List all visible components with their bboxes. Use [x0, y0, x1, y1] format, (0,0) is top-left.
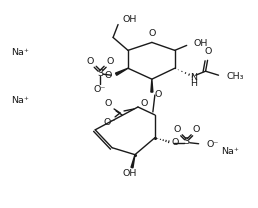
Text: O: O [172, 138, 179, 147]
Text: O: O [106, 57, 114, 66]
Text: O: O [104, 99, 112, 109]
Text: O: O [86, 57, 94, 66]
Text: N: N [190, 73, 197, 82]
Text: Na⁺: Na⁺ [222, 147, 239, 156]
Text: O: O [205, 47, 212, 56]
Polygon shape [116, 68, 128, 75]
Text: OH: OH [122, 15, 136, 24]
Text: Na⁺: Na⁺ [11, 48, 29, 57]
Text: O⁻: O⁻ [104, 118, 116, 127]
Text: O⁻: O⁻ [207, 140, 219, 149]
Text: Na⁺: Na⁺ [11, 95, 29, 105]
Text: O: O [141, 99, 148, 109]
Text: O: O [193, 125, 200, 134]
Polygon shape [151, 79, 153, 92]
Text: CH₃: CH₃ [227, 72, 244, 81]
Text: O: O [155, 90, 162, 99]
Text: O: O [105, 71, 112, 80]
Text: O: O [173, 125, 180, 134]
Text: OH: OH [194, 39, 208, 48]
Polygon shape [131, 155, 135, 168]
Text: H: H [190, 79, 197, 88]
Text: S: S [97, 69, 103, 78]
Text: O⁻: O⁻ [94, 85, 106, 94]
Text: O: O [148, 30, 156, 38]
Text: OH: OH [123, 169, 137, 178]
Text: S: S [184, 137, 190, 146]
